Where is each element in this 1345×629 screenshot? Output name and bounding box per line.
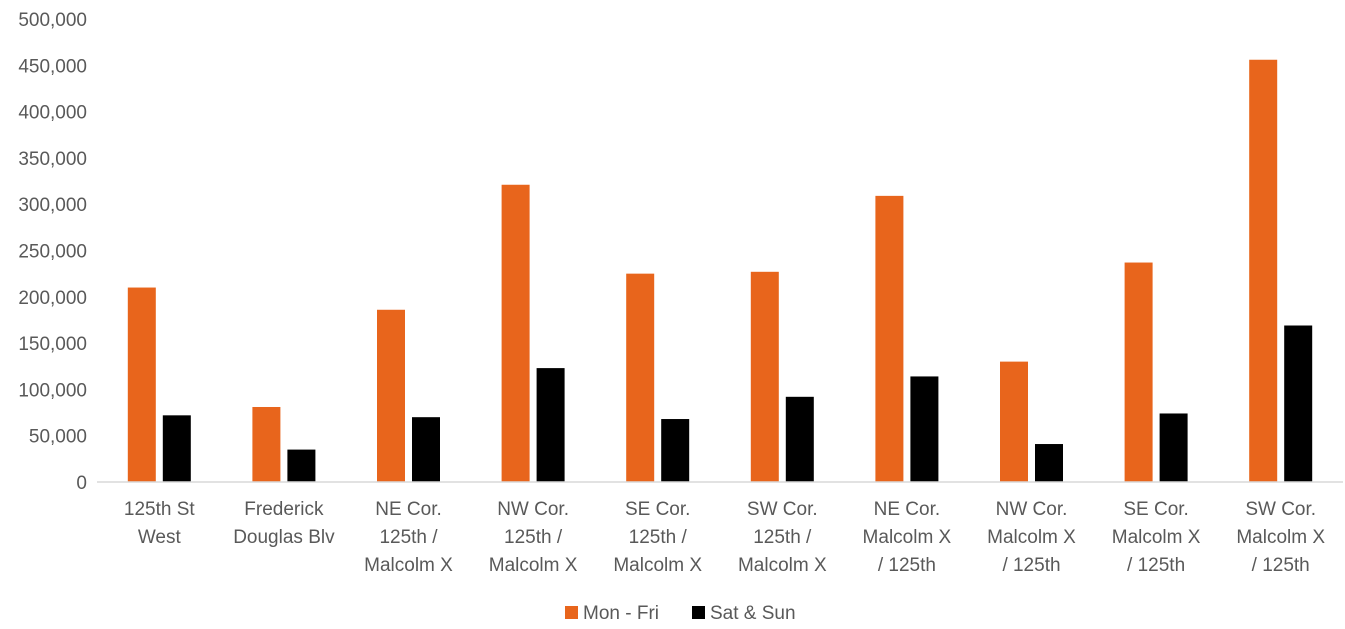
x-category-label: Malcolm X [1112, 527, 1201, 548]
x-category-label: Malcolm X [987, 527, 1076, 548]
x-category-label: SE Cor. [1123, 499, 1188, 520]
x-category-label: Malcolm X [863, 527, 952, 548]
bar-sat-sun [1035, 444, 1063, 482]
x-category-label: / 125th [1127, 555, 1185, 576]
y-tick-label: 250,000 [18, 242, 87, 263]
bar-sat-sun [536, 368, 565, 482]
x-category-label: Douglas Blv [233, 527, 335, 548]
bar-mon-fri [252, 406, 281, 482]
bar-sat-sun [1159, 413, 1188, 482]
x-category-label: 125th St [124, 499, 195, 520]
x-category-label: / 125th [878, 555, 936, 576]
bar-mon-fri [501, 184, 530, 482]
bar-mon-fri [127, 287, 156, 482]
x-category-label: Malcolm X [364, 555, 453, 576]
legend-label: Sat & Sun [710, 603, 796, 624]
x-category-label: SW Cor. [747, 499, 818, 520]
bar-sat-sun [1284, 325, 1313, 482]
y-tick-label: 0 [76, 473, 87, 494]
bar-sat-sun [412, 417, 440, 482]
legend-label: Mon - Fri [583, 603, 659, 624]
x-category-label: SW Cor. [1245, 499, 1316, 520]
y-tick-label: 450,000 [18, 56, 87, 77]
x-category-label: / 125th [1252, 555, 1310, 576]
y-tick-label: 100,000 [18, 380, 87, 401]
y-tick-label: 500,000 [18, 10, 87, 31]
bar-mon-fri [1124, 262, 1153, 482]
y-tick-label: 50,000 [29, 427, 87, 448]
x-category-label: NW Cor. [996, 499, 1068, 520]
y-axis: 0 50,000 100,000 150,000 200,000 250,000 300,0… [18, 10, 87, 494]
y-tick-label: 150,000 [18, 334, 87, 355]
x-category-label: West [138, 527, 182, 548]
bar-sat-sun [162, 415, 191, 482]
x-category-label: 125th / [629, 527, 688, 548]
x-category-label: 125th / [379, 527, 438, 548]
bars [127, 59, 1313, 483]
y-tick-label: 300,000 [18, 195, 87, 216]
x-category-label: SE Cor. [625, 499, 690, 520]
x-category-label: 125th / [504, 527, 563, 548]
x-category-label: NE Cor. [874, 499, 941, 520]
bar-sat-sun [661, 419, 690, 482]
legend-swatch [565, 606, 578, 619]
bar-sat-sun [287, 449, 316, 482]
legend: Mon - Fri Sat & Sun [565, 603, 796, 624]
x-category-label: NW Cor. [497, 499, 569, 520]
bar-sat-sun [785, 396, 814, 482]
bar-mon-fri [626, 273, 655, 482]
x-category-label: Malcolm X [1236, 527, 1325, 548]
x-category-label: Malcolm X [738, 555, 827, 576]
y-tick-label: 200,000 [18, 288, 87, 309]
y-tick-label: 350,000 [18, 149, 87, 170]
bar-mon-fri [875, 195, 904, 482]
bar-mon-fri [1249, 59, 1278, 483]
bar-mon-fri [750, 271, 779, 482]
legend-swatch [692, 606, 705, 619]
bar-mon-fri [1000, 361, 1028, 482]
x-category-label: NE Cor. [375, 499, 442, 520]
x-category-label: Malcolm X [613, 555, 702, 576]
x-category-label: 125th / [753, 527, 812, 548]
x-category-label: Malcolm X [489, 555, 578, 576]
bar-mon-fri [377, 309, 405, 482]
x-axis: 125th St West Frederick Douglas Blv NE Cor. 1… [124, 499, 1325, 576]
bar-sat-sun [910, 376, 939, 482]
y-tick-label: 400,000 [18, 103, 87, 124]
x-category-label: Frederick [244, 499, 324, 520]
x-category-label: / 125th [1002, 555, 1060, 576]
